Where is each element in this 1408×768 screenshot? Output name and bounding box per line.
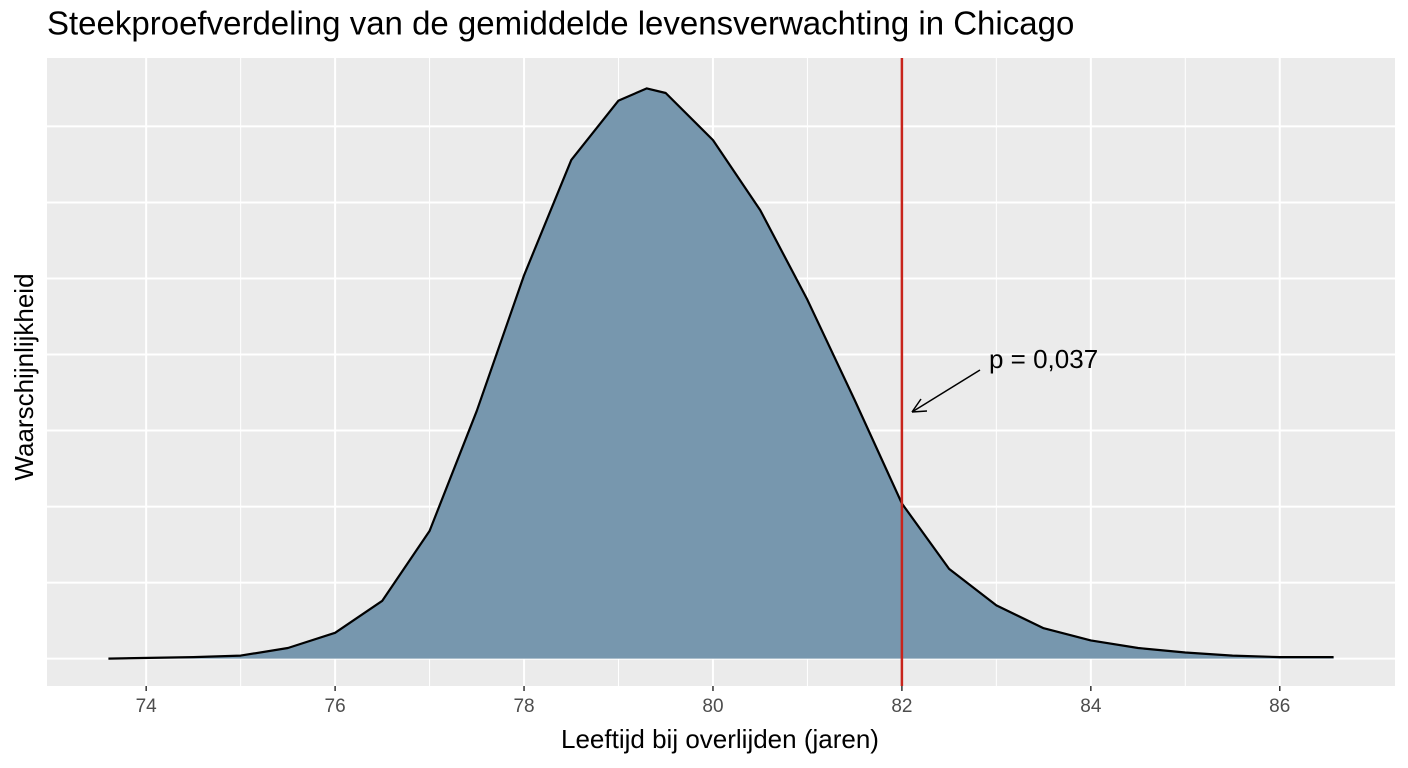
x-tick-label: 80 [702,696,723,717]
x-tick-label: 84 [1080,696,1102,717]
annotation-arrow [911,369,981,413]
x-tick-label: 86 [1269,696,1290,717]
x-tick-label: 78 [513,696,534,717]
x-tick-label: 82 [891,696,912,717]
density-line [108,87,1334,660]
y-axis-label: Waarschijnlijkheid [9,273,39,480]
density-area [108,88,1334,659]
x-axis-label: Leeftijd bij overlijden (jaren) [561,724,879,754]
chart-title: Steekproefverdeling van de gemiddelde le… [47,5,1074,42]
x-tick-label: 74 [136,696,158,717]
annotation: p = 0,037 [989,344,1098,374]
x-tick-label: 76 [325,696,346,717]
annotation-arrowhead [911,398,928,413]
